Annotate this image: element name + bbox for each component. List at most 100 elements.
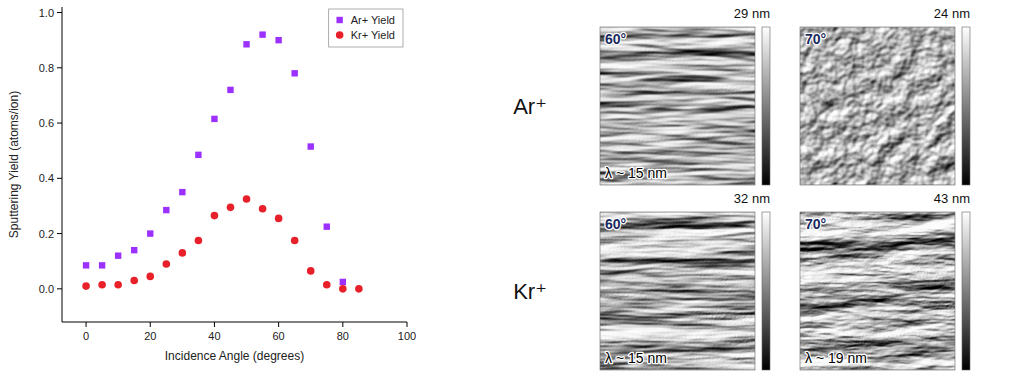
wavelength-label: λ ~ 15 nm	[605, 165, 667, 181]
point	[275, 215, 283, 223]
point	[275, 37, 281, 43]
point	[179, 249, 187, 257]
point	[98, 281, 106, 289]
afm-panel: 24 nm 70°	[800, 6, 970, 185]
x-tick	[86, 322, 87, 327]
x-tick-label: 20	[144, 330, 156, 342]
point	[179, 189, 185, 195]
wavelength-label: λ ~ 15 nm	[605, 350, 667, 366]
afm-frame	[800, 212, 955, 370]
y-tick-label: 1.0	[39, 7, 54, 19]
afm-image	[800, 212, 955, 370]
colorbar	[762, 27, 770, 185]
point	[259, 205, 267, 213]
point	[195, 237, 203, 245]
colorbar-max: 29 nm	[734, 6, 770, 21]
y-axis-title: Sputtering Yield (atoms/ion)	[7, 91, 21, 238]
point	[211, 116, 217, 122]
y-tick	[57, 288, 62, 289]
x-tick-label: 60	[273, 330, 285, 342]
angle-label: 60°	[605, 31, 626, 47]
x-tick	[214, 322, 215, 327]
point	[339, 285, 347, 293]
point	[211, 212, 219, 220]
y-tick-label: 0.2	[39, 228, 54, 240]
point	[83, 262, 89, 268]
row-label: Ar⁺	[513, 94, 547, 119]
point	[146, 273, 154, 281]
point	[308, 143, 314, 149]
x-tick-label: 40	[208, 330, 220, 342]
point	[291, 70, 297, 76]
afm-panel: 32 nm 60° λ ~ 15 nm	[600, 191, 770, 370]
point	[243, 41, 249, 47]
colorbar	[762, 212, 770, 370]
y-tick	[57, 233, 62, 234]
point	[259, 31, 265, 37]
legend-box	[329, 9, 403, 47]
point	[243, 195, 251, 203]
wavelength-label: λ ~ 19 nm	[805, 350, 867, 366]
series	[83, 31, 346, 285]
afm-panel: 29 nm 60° λ ~ 15 nm	[600, 6, 770, 185]
series	[82, 195, 362, 292]
point	[227, 87, 233, 93]
angle-label: 60°	[605, 216, 626, 232]
colorbar	[962, 27, 970, 185]
figure: 0.0 0.2 0.4 0.6 0.8 1.0 0 20 40 60 80 100 Incidence …	[0, 0, 1010, 373]
afm-image	[800, 27, 955, 185]
y-tick-label: 0.0	[39, 283, 54, 295]
afm-frame	[800, 27, 955, 185]
legend: Ar+ Yield Kr+ Yield	[329, 9, 403, 47]
x-tick	[407, 322, 408, 327]
angle-label: 70°	[805, 31, 826, 47]
point	[323, 281, 331, 289]
point	[355, 285, 363, 293]
row-label: Kr⁺	[513, 279, 547, 304]
point	[340, 279, 346, 285]
afm-panel: 43 nm 70° λ ~ 19 nm	[800, 191, 970, 370]
x-axis-line	[62, 322, 407, 323]
point	[163, 207, 169, 213]
point	[147, 230, 153, 236]
colorbar	[962, 212, 970, 370]
point	[114, 281, 122, 289]
point	[115, 252, 121, 258]
afm-image	[600, 27, 755, 185]
y-tick	[57, 123, 62, 124]
point	[307, 267, 315, 275]
point	[82, 282, 90, 290]
y-tick-label: 0.6	[39, 117, 54, 129]
afm-frame	[600, 212, 755, 370]
x-tick-label: 0	[83, 330, 89, 342]
colorbar-max: 32 nm	[734, 191, 770, 206]
point	[99, 262, 105, 268]
data-points	[82, 31, 362, 292]
point	[195, 152, 201, 158]
y-tick-label: 0.4	[39, 172, 54, 184]
legend-label: Ar+ Yield	[351, 14, 395, 26]
x-tick	[150, 322, 151, 327]
afm-frame	[600, 27, 755, 185]
legend-marker	[336, 17, 342, 23]
x-tick	[342, 322, 343, 327]
x-axis-title: Incidence Angle (degrees)	[165, 349, 304, 363]
x-tick-label: 80	[337, 330, 349, 342]
legend-marker	[336, 31, 344, 39]
x-tick	[278, 322, 279, 327]
point	[324, 223, 330, 229]
y-axis-line	[62, 7, 63, 322]
y-tick-label: 0.8	[39, 62, 54, 74]
angle-label: 70°	[805, 216, 826, 232]
point	[131, 247, 137, 253]
axes: 0.0 0.2 0.4 0.6 0.8 1.0 0 20 40 60 80 100 Incidence …	[7, 7, 416, 363]
colorbar-max: 24 nm	[934, 6, 970, 21]
point	[227, 204, 235, 212]
point	[291, 237, 299, 245]
x-tick-label: 100	[398, 330, 416, 342]
legend-label: Kr+ Yield	[351, 29, 395, 41]
y-tick	[57, 67, 62, 68]
colorbar-max: 43 nm	[934, 191, 970, 206]
y-tick	[57, 178, 62, 179]
y-tick	[57, 12, 62, 13]
